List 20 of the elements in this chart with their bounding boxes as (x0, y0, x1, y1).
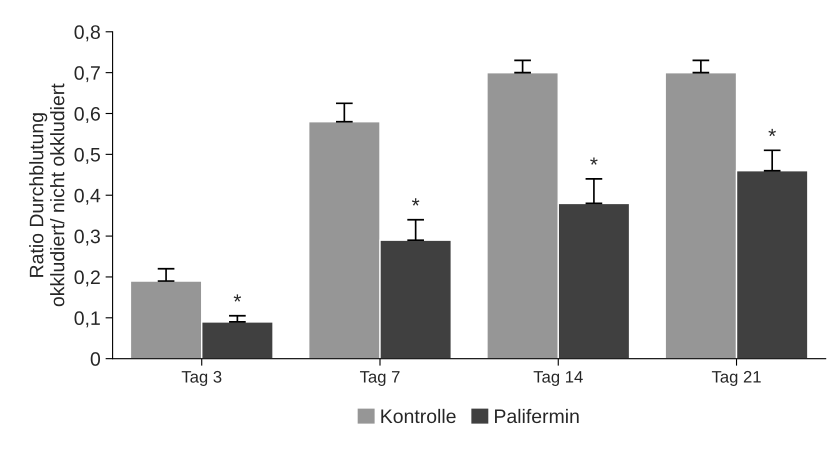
x-tick-label: Tag 14 (534, 371, 583, 386)
annotation: * (234, 294, 242, 302)
y-tick-label: 0,3 (74, 230, 100, 246)
legend-label: Kontrolle (381, 408, 456, 424)
y-tick-label: 0,2 (74, 270, 100, 286)
y-tick-label: 0,6 (74, 106, 100, 124)
x-tick-label: Tag 21 (712, 370, 761, 386)
legend-label: Palifermin (495, 408, 579, 424)
annotation: * (590, 157, 598, 165)
x-tick-label: Tag 7 (360, 371, 400, 386)
y-tick-label: 0,7 (74, 66, 100, 82)
y-axis-title: Ratio Durchblutung okkludiert/ nicht okkludiert (29, 84, 64, 306)
y-tick-label: 0,5 (74, 148, 100, 164)
y-tick-label: 0,1 (74, 311, 100, 328)
annotation: * (412, 198, 420, 206)
y-tick-label: 0,8 (74, 25, 100, 42)
y-tick-label: 0,4 (74, 188, 100, 205)
y-tick-label: 0 (90, 352, 100, 366)
x-tick-label: Tag 3 (182, 370, 222, 386)
annotation: * (768, 128, 776, 136)
